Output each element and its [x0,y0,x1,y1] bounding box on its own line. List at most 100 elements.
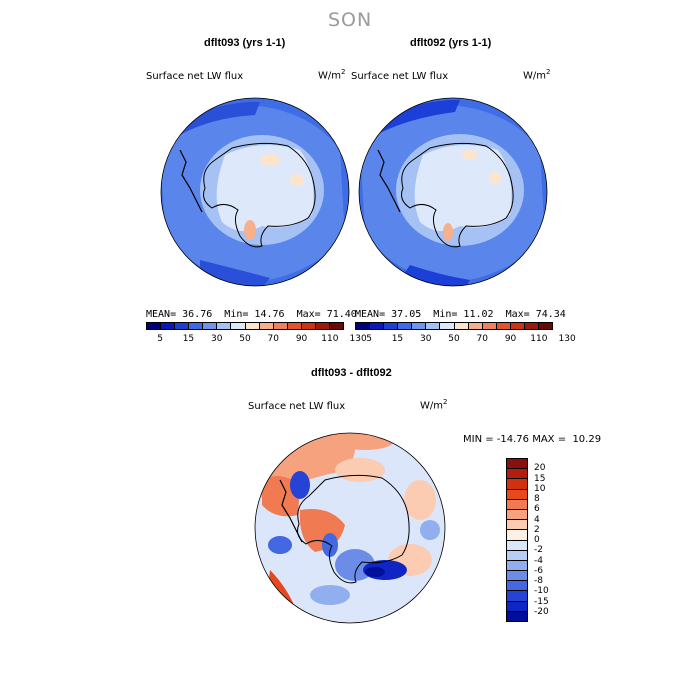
colorbar-tick-label: 15 [534,473,546,484]
right-min-label: Min= [433,309,458,320]
colorbar-tick-label: 30 [419,334,432,344]
diff-colorbar-ticks: 20 15 10 8 6 4 2 0 -2 -4 -6 -8 -10 -15 -20 [534,458,564,622]
colorbar-swatch [539,323,553,329]
left-min-value: 14.76 [254,309,285,320]
colorbar-swatch [507,591,527,602]
colorbar-swatch [524,323,540,329]
colorbar-tick-label: 5 [157,334,164,344]
colorbar-tick-label: 70 [476,334,489,344]
right-units-label: W/m2 [523,68,550,81]
diff-units-exponent: 2 [443,398,448,406]
right-variable-label: Surface net LW flux [351,71,449,82]
colorbar-swatch [507,581,527,592]
colorbar-tick-label: 4 [534,514,540,525]
colorbar-swatch [301,323,316,329]
colorbar-tick-label: 70 [267,334,280,344]
diff-units-base: W/m [420,400,443,412]
colorbar-tick-label: 6 [534,504,540,515]
colorbar-swatch [507,520,527,531]
colorbar-tick-label: 30 [210,334,223,344]
left-units-exponent: 2 [341,68,346,76]
diff-stats: MIN = -14.76 MAX = 10.29 [463,434,602,445]
colorbar-swatch [217,323,232,329]
right-panel-title: dflt092 (yrs 1-1) [410,37,492,49]
colorbar-swatch [507,509,527,521]
left-stats: MEAN= 36.76 Min= 14.76 Max= 71.40 [146,309,357,320]
colorbar-swatch [287,323,302,329]
colorbar-tick-label: 2 [534,524,540,535]
colorbar-tick-label: 50 [448,334,460,344]
colorbar-swatch [426,323,441,329]
colorbar-swatch [507,571,527,582]
colorbar-swatch [370,323,385,329]
colorbar-swatch [175,323,190,329]
diff-panel-title: dflt093 - dflt092 [311,367,392,379]
colorbar-swatch [507,550,527,561]
colorbar-swatch [468,323,483,329]
diff-units-label: W/m2 [420,398,447,411]
right-max-value: 74.34 [535,309,566,320]
diff-variable-label: Surface net LW flux [248,401,346,412]
right-mean-label: MEAN= [355,309,386,320]
colorbar-swatch [454,323,469,329]
colorbar-swatch [507,459,527,470]
colorbar-swatch [231,323,246,329]
colorbar-tick-label: 110 [530,334,548,344]
colorbar-swatch [412,323,427,329]
colorbar-swatch [245,323,260,329]
colorbar-swatch [147,323,162,329]
left-units-label: W/m2 [318,68,345,81]
colorbar-swatch [161,323,176,329]
right-colorbar [355,322,553,330]
left-max-value: 71.40 [326,309,357,320]
left-mean-label: MEAN= [146,309,177,320]
colorbar-swatch [189,323,204,329]
left-mean-value: 36.76 [182,309,213,320]
colorbar-swatch [507,489,527,500]
colorbar-swatch [507,469,527,480]
colorbar-swatch [330,323,344,329]
colorbar-tick-label: 15 [391,334,404,344]
season-title: SON [328,9,373,31]
colorbar-tick-label: 90 [295,334,308,344]
left-variable-label: Surface net LW flux [146,71,244,82]
colorbar-swatch [356,323,371,329]
colorbar-swatch [440,323,455,329]
colorbar-tick-label: 10 [534,483,546,494]
colorbar-swatch [507,601,527,612]
left-panel-title: dflt093 (yrs 1-1) [204,37,286,49]
colorbar-swatch [398,323,413,329]
colorbar-tick-label: 5 [366,334,373,344]
right-max-label: Max= [505,309,530,320]
colorbar-swatch [273,323,288,329]
colorbar-swatch [510,323,525,329]
colorbar-tick-label: 50 [239,334,251,344]
colorbar-tick-label: -4 [534,555,543,566]
colorbar-tick-label: 0 [534,535,540,545]
right-stats: MEAN= 37.05 Min= 11.02 Max= 74.34 [355,309,566,320]
colorbar-swatch [482,323,497,329]
left-units-base: W/m [318,70,341,82]
colorbar-swatch [315,323,331,329]
colorbar-swatch [507,540,527,551]
colorbar-tick-label: -6 [534,565,543,576]
colorbar-swatch [259,323,274,329]
colorbar-swatch [203,323,218,329]
diff-colorbar [506,458,528,622]
colorbar-swatch [507,479,527,490]
colorbar-tick-label: 8 [534,494,540,504]
colorbar-tick-label: 130 [558,334,576,344]
colorbar-tick-label: -15 [534,596,549,607]
colorbar-tick-label: 15 [182,334,195,344]
colorbar-tick-label: -10 [534,586,549,597]
colorbar-tick-label: 90 [504,334,517,344]
colorbar-swatch [496,323,511,329]
colorbar-tick-label: -20 [534,606,549,617]
left-max-label: Max= [296,309,321,320]
right-min-value: 11.02 [463,309,494,320]
colorbar-swatch [507,611,527,621]
colorbar-swatch [384,323,399,329]
